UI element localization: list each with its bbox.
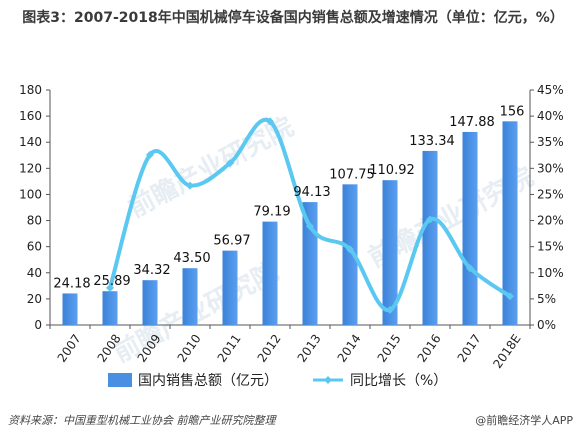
y-right-tick-label: 25% (537, 187, 564, 201)
growth-point (466, 264, 474, 273)
y-right-tick-label: 20% (537, 214, 564, 228)
y-right-tick-label: 10% (537, 266, 564, 280)
growth-point (506, 292, 514, 301)
legend-bar-label: 国内销售总额（亿元） (138, 373, 278, 389)
y-right-tick-label: 45% (537, 83, 564, 97)
bar (222, 250, 238, 325)
brand-note: @前瞻经济学人APP (475, 414, 573, 427)
x-tick-label: 2015 (375, 332, 404, 365)
bar (262, 221, 278, 325)
legend-line-label: 同比增长（%） (350, 373, 447, 389)
bar-value-label: 110.92 (369, 163, 415, 178)
bar (102, 291, 118, 325)
y-left-tick-label: 40 (27, 266, 42, 280)
bar-value-label: 133.34 (409, 134, 455, 149)
bar-value-label: 147.88 (449, 115, 495, 130)
chart-title: 图表3：2007-2018年中国机械停车设备国内销售总额及增速情况（单位：亿元，… (22, 10, 564, 26)
bar (342, 184, 358, 325)
bar-value-label: 24.18 (53, 276, 90, 291)
source-note: 资料来源：中国重型机械工业协会 前瞻产业研究院整理 (8, 414, 276, 427)
y-left-tick-label: 180 (19, 83, 42, 97)
legend-line-marker (324, 376, 332, 384)
growth-point (346, 245, 354, 254)
x-tick-label: 2012 (255, 332, 284, 365)
growth-point (226, 159, 234, 168)
growth-point (386, 305, 394, 314)
bar-value-label: 107.75 (329, 167, 375, 182)
bar-value-label: 43.50 (173, 251, 210, 266)
x-tick-label: 2016 (415, 332, 444, 365)
bar (502, 121, 518, 325)
bar-value-label: 25.89 (93, 274, 130, 289)
x-tick-label: 2014 (335, 332, 364, 365)
y-right-tick-label: 15% (537, 240, 564, 254)
bar (62, 293, 78, 325)
growth-point (186, 181, 194, 190)
growth-point (426, 215, 434, 224)
axes: 0 20 40 60 80 100 120 140 160 180 0% 5% 10% 15% 20% 25%… (19, 83, 564, 371)
bar (422, 150, 438, 325)
bars (62, 121, 518, 325)
growth-point (106, 283, 114, 292)
bar-value-label: 34.32 (133, 263, 170, 278)
bar-value-label: 156 (500, 104, 525, 119)
bar (302, 202, 318, 325)
bar-value-label: 94.13 (293, 185, 330, 200)
bar-value-label: 56.97 (213, 234, 250, 249)
y-left-tick-label: 0 (34, 318, 42, 332)
y-left-tick-label: 160 (19, 109, 42, 123)
y-right-tick-label: 35% (537, 135, 564, 149)
x-tick-label: 2013 (295, 332, 324, 365)
growth-point (146, 150, 154, 159)
y-left-tick-label: 100 (19, 187, 42, 201)
y-left-tick-label: 120 (19, 161, 42, 175)
legend: 国内销售总额（亿元） 同比增长（%） (108, 373, 447, 389)
y-left-tick-label: 80 (27, 214, 42, 228)
y-right-tick-label: 0% (537, 318, 556, 332)
legend-bar-swatch (108, 373, 132, 387)
x-tick-label: 2017 (455, 332, 484, 365)
x-tick-label: 2011 (215, 332, 244, 365)
y-left-tick-label: 60 (27, 240, 42, 254)
y-left-tick-label: 140 (19, 135, 42, 149)
y-left-tick-label: 20 (27, 292, 42, 306)
y-right-tick-label: 30% (537, 161, 564, 175)
bar (462, 131, 478, 325)
bar (182, 268, 198, 325)
y-right-tick-label: 5% (537, 292, 556, 306)
growth-point (306, 222, 314, 231)
bar (382, 180, 398, 325)
bar (142, 280, 158, 325)
x-tick-label: 2018E (490, 332, 523, 371)
growth-point (266, 117, 274, 126)
y-right-tick-label: 40% (537, 109, 564, 123)
growth-line (106, 117, 514, 314)
x-tick-label: 2007 (55, 332, 84, 365)
bar-value-label: 79.19 (253, 205, 290, 220)
